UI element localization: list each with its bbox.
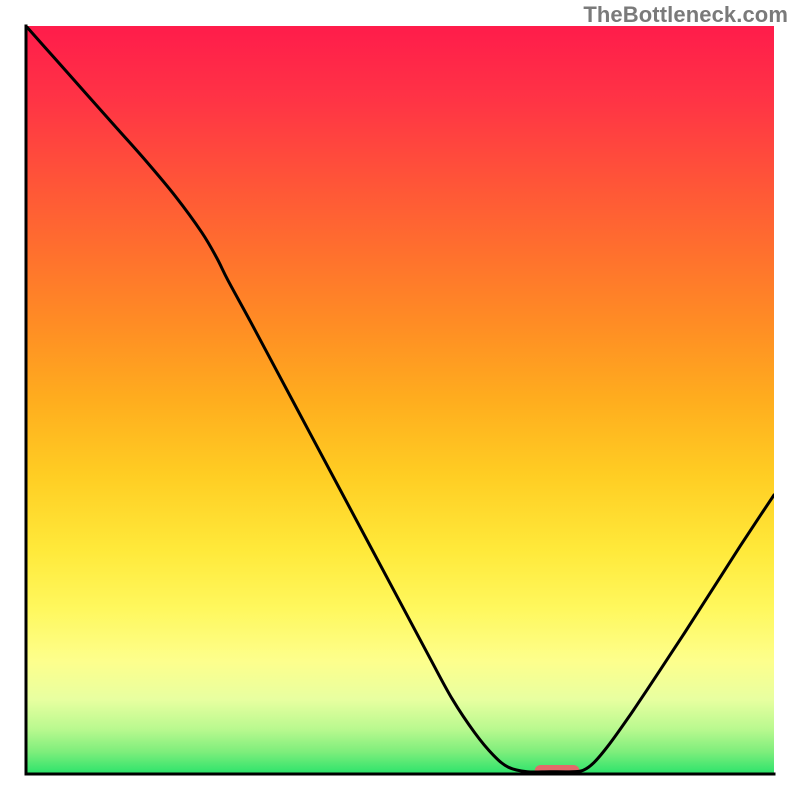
chart-container: { "watermark": { "text": "TheBottleneck.… bbox=[0, 0, 800, 800]
bottleneck-line-chart bbox=[0, 0, 800, 800]
watermark-text: TheBottleneck.com bbox=[583, 2, 788, 28]
gradient-background bbox=[26, 26, 774, 774]
